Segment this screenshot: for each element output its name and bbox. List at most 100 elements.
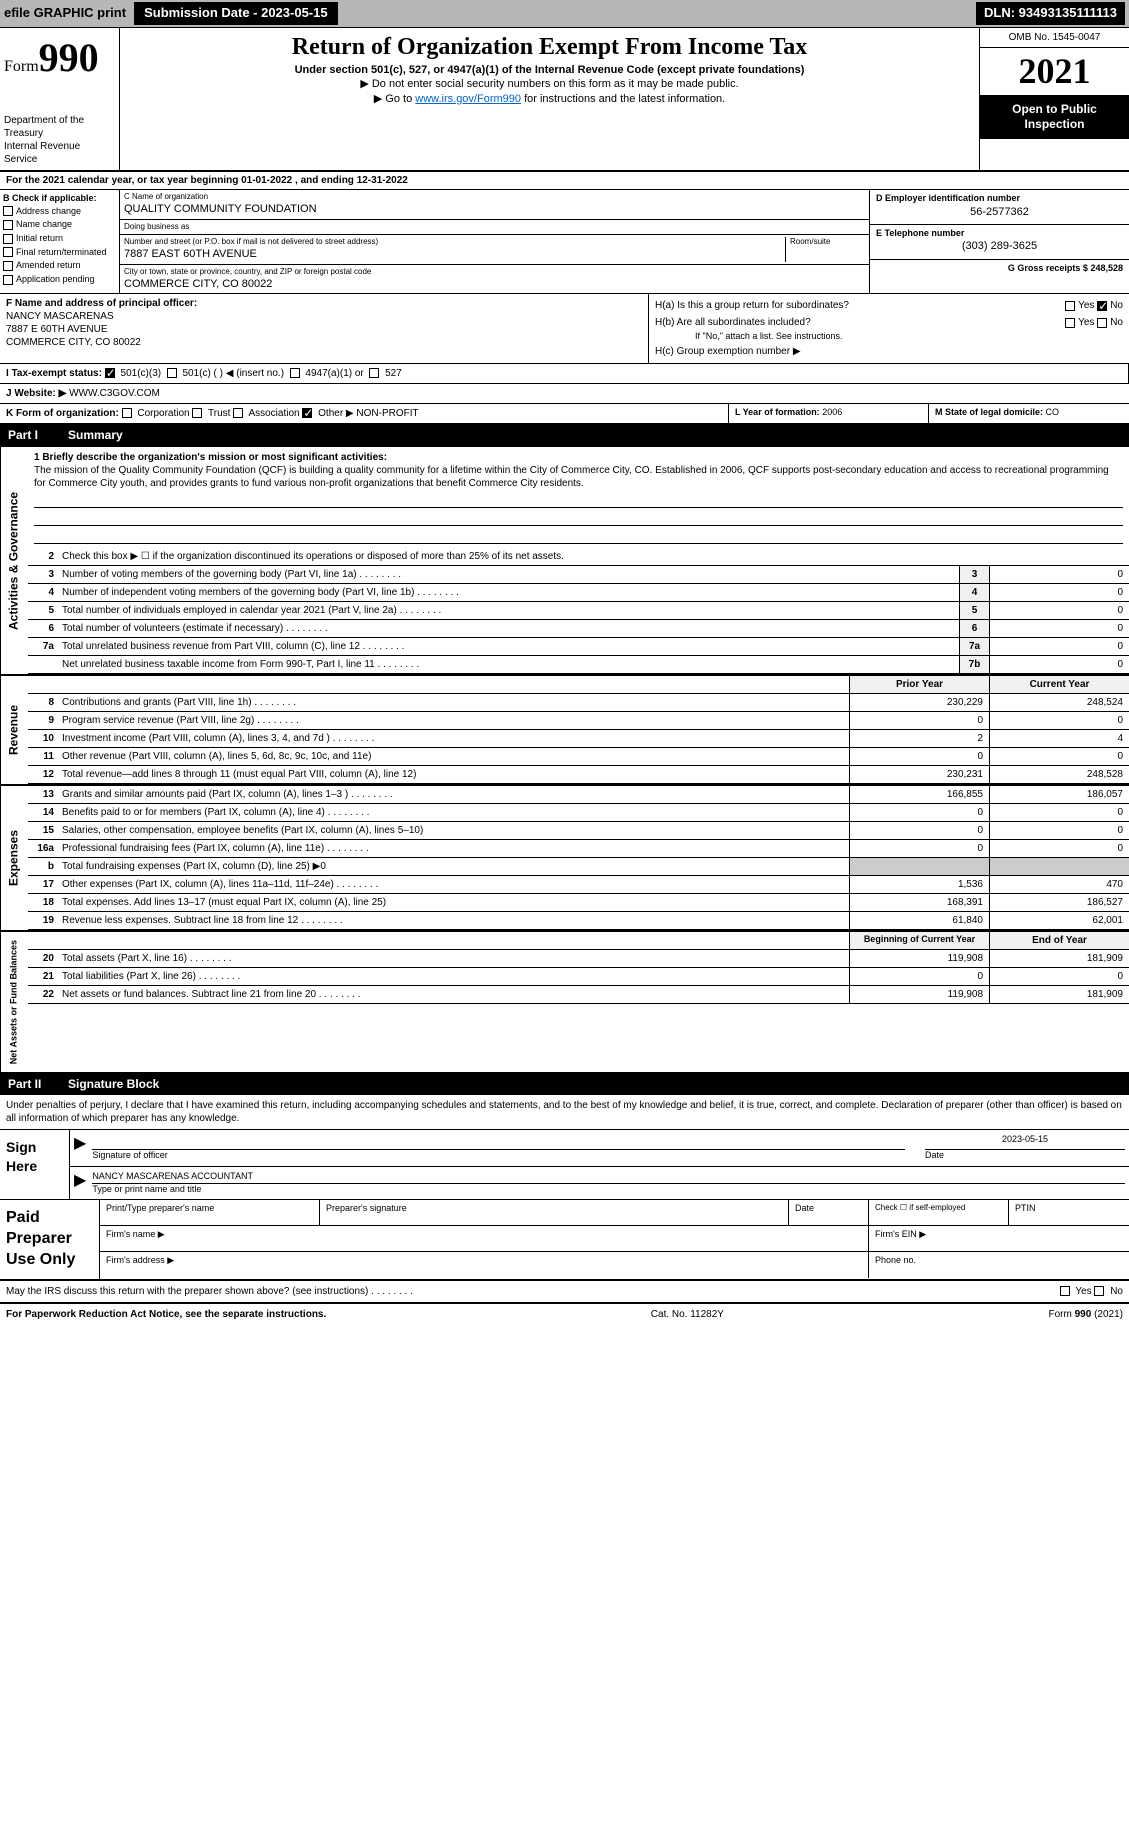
street-value: 7887 EAST 60TH AVENUE (124, 247, 785, 261)
h-c-label: H(c) Group exemption number ▶ (655, 345, 801, 358)
sig-officer-label: Signature of officer (92, 1150, 905, 1162)
net-row-20: 20Total assets (Part X, line 16)119,9081… (28, 950, 1129, 968)
self-employed-check[interactable]: Check ☐ if self-employed (869, 1200, 1009, 1225)
rev-row-8: 8Contributions and grants (Part VIII, li… (28, 694, 1129, 712)
city-value: COMMERCE CITY, CO 80022 (124, 277, 865, 291)
rev-row-9: 9Program service revenue (Part VIII, lin… (28, 712, 1129, 730)
dept-treasury: Department of the Treasury (4, 114, 115, 140)
mission-text: The mission of the Quality Community Fou… (34, 464, 1123, 490)
check-527[interactable] (369, 368, 379, 378)
room-label: Room/suite (790, 237, 865, 247)
discuss-yesno: Yes No (1060, 1285, 1123, 1298)
form-number: 990 (39, 35, 99, 80)
arrow-icon: ▶ (74, 1134, 86, 1162)
exp-row-16b: bTotal fundraising expenses (Part IX, co… (28, 858, 1129, 876)
paid-preparer-label: Paid Preparer Use Only (0, 1200, 100, 1278)
check-final[interactable]: Final return/terminated (3, 246, 116, 260)
irs-link[interactable]: www.irs.gov/Form990 (415, 93, 521, 105)
governance-section: Activities & Governance 1 Briefly descri… (0, 447, 1129, 676)
check-amended[interactable]: Amended return (3, 259, 116, 273)
check-other[interactable] (302, 408, 312, 418)
tax-exempt-status: I Tax-exempt status: 501(c)(3) 501(c) ( … (0, 364, 1129, 383)
check-application[interactable]: Application pending (3, 273, 116, 287)
dln-label: DLN: 93493135111113 (976, 2, 1125, 25)
cat-number: Cat. No. 11282Y (651, 1308, 724, 1321)
h-b-yesno: Yes No (1065, 316, 1123, 329)
form-subtitle: Under section 501(c), 527, or 4947(a)(1)… (128, 63, 971, 77)
rev-row-10: 10Investment income (Part VIII, column (… (28, 730, 1129, 748)
check-501c3[interactable] (105, 368, 115, 378)
check-initial[interactable]: Initial return (3, 232, 116, 246)
year-header-row: Prior Year Current Year (28, 676, 1129, 694)
net-row-22: 22Net assets or fund balances. Subtract … (28, 986, 1129, 1004)
exp-row-13: 13Grants and similar amounts paid (Part … (28, 786, 1129, 804)
form-title-block: Return of Organization Exempt From Incom… (120, 28, 979, 170)
exp-row-14: 14Benefits paid to or for members (Part … (28, 804, 1129, 822)
exp-row-18: 18Total expenses. Add lines 13–17 (must … (28, 894, 1129, 912)
check-name[interactable]: Name change (3, 218, 116, 232)
form-note-link: ▶ Go to www.irs.gov/Form990 for instruct… (128, 92, 971, 106)
row-i: I Tax-exempt status: 501(c)(3) 501(c) ( … (0, 364, 1129, 384)
h-b-label: H(b) Are all subordinates included? (655, 316, 811, 329)
sign-here-label: Sign Here (0, 1130, 70, 1199)
org-name: QUALITY COMMUNITY FOUNDATION (124, 202, 865, 216)
net-row-21: 21Total liabilities (Part X, line 26)00 (28, 968, 1129, 986)
section-bcdeg: B Check if applicable: Address change Na… (0, 190, 1129, 294)
open-to-public: Open to Public Inspection (980, 96, 1129, 139)
side-net-assets: Net Assets or Fund Balances (0, 932, 28, 1072)
discuss-row: May the IRS discuss this return with the… (0, 1281, 1129, 1304)
other-value: NON-PROFIT (356, 408, 418, 419)
side-revenue: Revenue (0, 676, 28, 784)
form-word: Form (4, 58, 39, 75)
ein-value: 56-2577362 (876, 205, 1123, 219)
line-a-tax-year: For the 2021 calendar year, or tax year … (0, 172, 1129, 190)
form-number-block: Form990 Department of the Treasury Inter… (0, 28, 120, 170)
paid-preparer-block: Paid Preparer Use Only Print/Type prepar… (0, 1200, 1129, 1280)
page-footer: For Paperwork Reduction Act Notice, see … (0, 1304, 1129, 1325)
check-assoc[interactable] (233, 408, 243, 418)
check-trust[interactable] (192, 408, 202, 418)
check-corp[interactable] (122, 408, 132, 418)
rev-row-12: 12Total revenue—add lines 8 through 11 (… (28, 766, 1129, 784)
officer-city: COMMERCE CITY, CO 80022 (6, 336, 642, 349)
preparer-sig-label: Preparer's signature (320, 1200, 789, 1225)
note2-post: for instructions and the latest informat… (521, 93, 725, 105)
side-expenses: Expenses (0, 786, 28, 930)
rev-row-11: 11Other revenue (Part VIII, column (A), … (28, 748, 1129, 766)
sig-date-label: Date (925, 1150, 1125, 1162)
exp-row-15: 15Salaries, other compensation, employee… (28, 822, 1129, 840)
type-name-label: Type or print name and title (92, 1184, 1125, 1196)
check-501c[interactable] (167, 368, 177, 378)
check-address[interactable]: Address change (3, 205, 116, 219)
exp-row-19: 19Revenue less expenses. Subtract line 1… (28, 912, 1129, 930)
box-f-officer: F Name and address of principal officer:… (0, 294, 649, 363)
note2-pre: ▶ Go to (374, 93, 415, 105)
gov-row-7b: Net unrelated business taxable income fr… (28, 656, 1129, 674)
discuss-label: May the IRS discuss this return with the… (6, 1285, 413, 1298)
ein-label: D Employer identification number (876, 193, 1123, 205)
form-note-ssn: ▶ Do not enter social security numbers o… (128, 77, 971, 91)
org-name-label: C Name of organization (124, 192, 865, 202)
submission-date-button[interactable]: Submission Date - 2023-05-15 (134, 2, 338, 25)
revenue-section: Revenue Prior Year Current Year 8Contrib… (0, 676, 1129, 786)
form-right-block: OMB No. 1545-0047 2021 Open to Public In… (979, 28, 1129, 170)
ptin-label: PTIN (1009, 1200, 1129, 1225)
row-klm: K Form of organization: Corporation Trus… (0, 404, 1129, 425)
preparer-date-label: Date (789, 1200, 869, 1225)
website-value: WWW.C3GOV.COM (69, 388, 160, 399)
dba-label: Doing business as (124, 222, 865, 232)
expenses-section: Expenses 13Grants and similar amounts pa… (0, 786, 1129, 932)
h-b-note: If "No," attach a list. See instructions… (655, 331, 1123, 343)
form-ref: Form 990 (2021) (1049, 1308, 1123, 1321)
exp-row-16a: 16aProfessional fundraising fees (Part I… (28, 840, 1129, 858)
gov-row-4: 4Number of independent voting members of… (28, 584, 1129, 602)
net-header-row: Beginning of Current Year End of Year (28, 932, 1129, 950)
side-governance: Activities & Governance (0, 447, 28, 674)
state-domicile: M State of legal domicile: CO (929, 404, 1129, 423)
check-4947[interactable] (290, 368, 300, 378)
mission-block: 1 Briefly describe the organization's mi… (28, 447, 1129, 548)
street-label: Number and street (or P.O. box if mail i… (124, 237, 785, 247)
irs-label: Internal Revenue Service (4, 140, 115, 166)
firm-addr-label: Firm's address ▶ (100, 1252, 869, 1278)
gov-row-7a: 7aTotal unrelated business revenue from … (28, 638, 1129, 656)
